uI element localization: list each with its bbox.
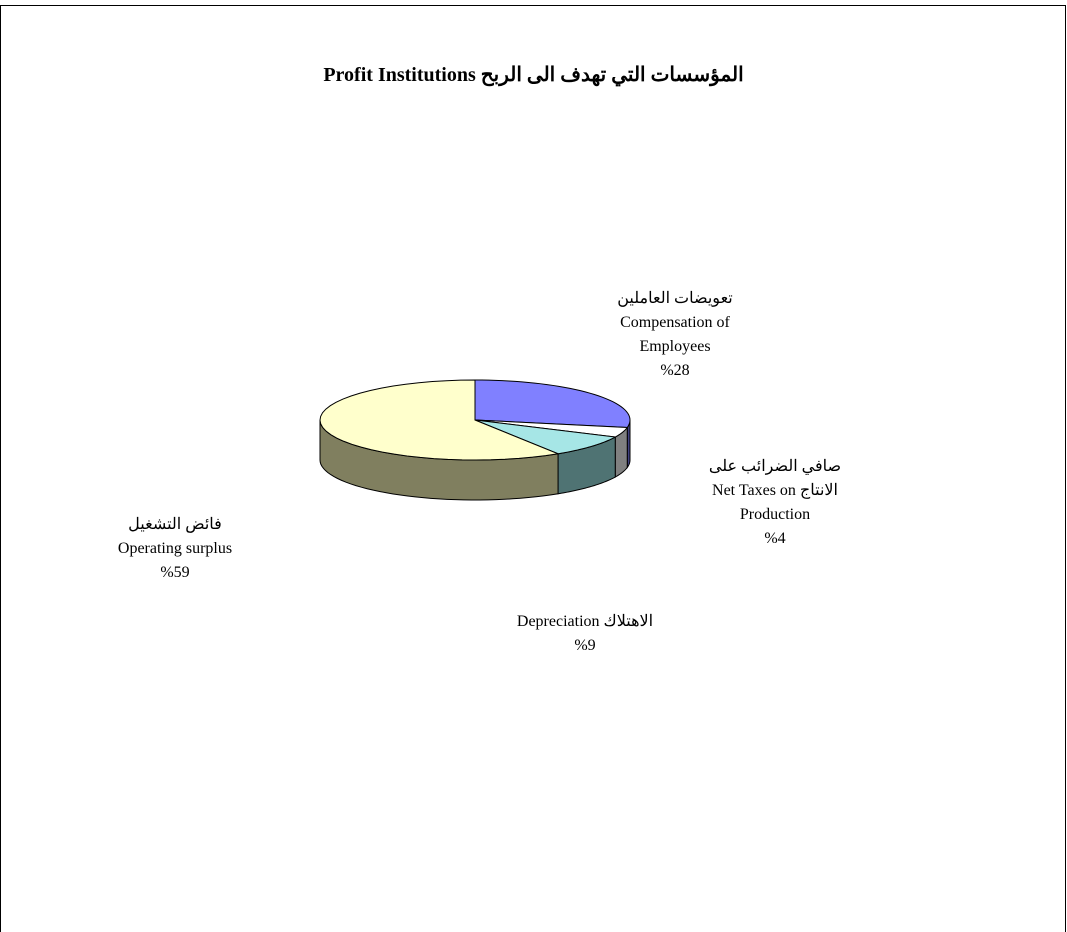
pie-slice xyxy=(474,419,617,455)
slice-label: صافي الضرائب على الانتاج Net Taxes on Pr… xyxy=(660,455,890,551)
pie-slice xyxy=(319,379,560,461)
slice-label: الاهتلاك Depreciation %9 xyxy=(470,610,700,658)
slice-name: تعويضات العاملين Compensation of Employe… xyxy=(617,290,733,355)
slice-name: الاهتلاك Depreciation xyxy=(516,613,654,630)
slice-value: %59 xyxy=(160,564,190,581)
slice-value: %9 xyxy=(574,637,596,654)
chart-border xyxy=(0,5,1066,932)
pie-slice xyxy=(474,379,631,429)
slice-label: فائض التشغيل Operating surplus %59 xyxy=(50,513,300,585)
slice-label: تعويضات العاملين Compensation of Employe… xyxy=(560,287,790,383)
slice-name: صافي الضرائب على الانتاج Net Taxes on Pr… xyxy=(708,458,842,523)
slice-value: %4 xyxy=(764,530,786,547)
chart-title: المؤسسات التي تهدف الى الربح Profit Inst… xyxy=(323,64,744,86)
slice-name: فائض التشغيل Operating surplus xyxy=(117,516,233,557)
slice-value: %28 xyxy=(660,362,690,379)
